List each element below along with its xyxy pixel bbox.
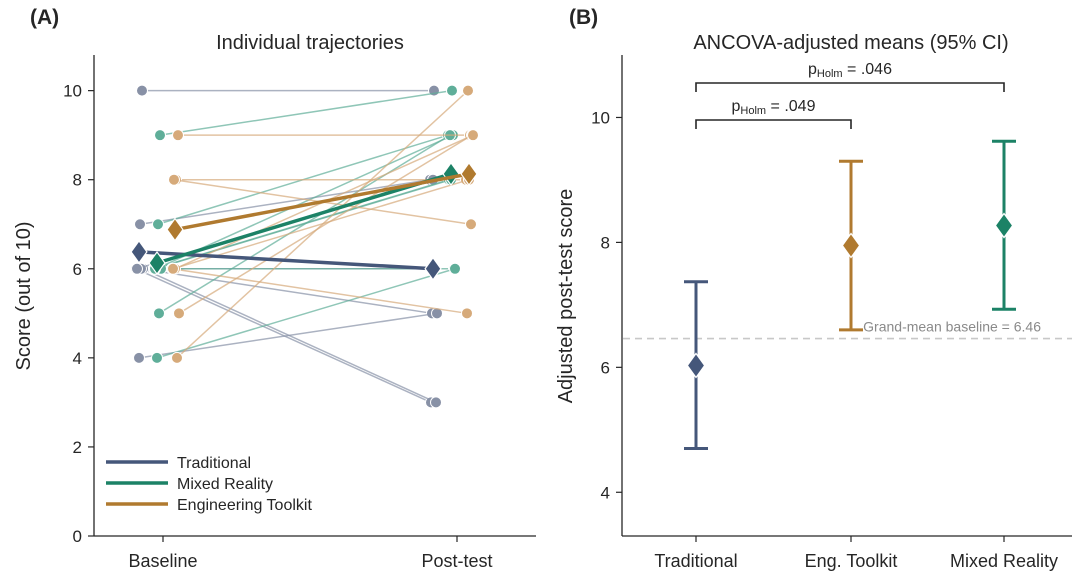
adjusted-mean-marker	[994, 212, 1014, 239]
individual-posttest-point	[467, 129, 479, 142]
individual-posttest-point	[449, 262, 461, 275]
individual-posttest-point	[431, 307, 443, 320]
group-mean-baseline-marker	[148, 250, 166, 276]
individual-trajectory-line	[139, 178, 431, 225]
panel-b-y-tick-label: 10	[591, 108, 610, 127]
legend-label: Mixed Reality	[177, 476, 273, 493]
panel-a-x-tick-label: Post-test	[421, 551, 492, 571]
panel-a-y-tick-label: 6	[73, 260, 82, 279]
panel-a-y-tick-label: 10	[63, 82, 82, 101]
significance-bracket	[695, 119, 852, 129]
individual-baseline-point	[172, 129, 184, 142]
panel-b-x-tick-label: Mixed Reality	[950, 551, 1058, 571]
panel-a-plot: 0 2 4 6 8 10 Baseline Post-test Traditional Mixed…	[63, 55, 536, 571]
individual-baseline-point	[167, 262, 179, 275]
panel-a-y-tick-label: 8	[73, 171, 82, 190]
panel-a-y-tick-label: 4	[73, 349, 82, 368]
individual-trajectory-line	[178, 134, 473, 314]
significance-label: pHolm = .049	[732, 98, 816, 117]
individual-posttest-point	[465, 218, 477, 231]
panel-b-x-tick-label: Eng. Toolkit	[805, 551, 898, 571]
individual-posttest-point	[462, 84, 474, 97]
reference-line-label: Grand-mean baseline = 6.46	[863, 319, 1041, 335]
individual-baseline-point	[171, 351, 183, 364]
individual-baseline-point	[168, 173, 180, 186]
individual-trajectory-line	[172, 178, 470, 270]
individual-trajectory-line	[138, 312, 438, 359]
individual-baseline-point	[133, 351, 145, 364]
panel-a-ylabel: Score (out of 10)	[13, 222, 35, 371]
individual-baseline-point	[173, 307, 185, 320]
panel-b-y-tick-label: 4	[601, 483, 610, 502]
group-mean-line	[156, 172, 452, 265]
significance-bracket	[695, 82, 1005, 92]
panel-a-y-tick-label: 2	[73, 438, 82, 457]
legend-label: Engineering Toolkit	[177, 497, 312, 514]
panel-b-y-tick-label: 8	[601, 233, 610, 252]
panel-a-y-tick-label: 0	[73, 527, 82, 546]
panel-b-title: ANCOVA-adjusted means (95% CI)	[693, 32, 1008, 54]
adjusted-mean-marker	[841, 232, 861, 259]
individual-baseline-point	[131, 262, 143, 275]
panel-a-title: Individual trajectories	[216, 32, 404, 54]
individual-baseline-point	[134, 218, 146, 231]
panel-a-x-tick-label: Baseline	[128, 551, 197, 571]
individual-trajectory-line	[159, 89, 453, 136]
group-mean-posttest-marker	[460, 161, 478, 186]
individual-baseline-point	[154, 129, 166, 142]
individual-baseline-point	[153, 307, 165, 320]
group-mean-line	[174, 172, 470, 232]
individual-trajectory-line	[140, 268, 433, 315]
group-mean-posttest-marker	[424, 256, 442, 281]
group-mean-baseline-marker	[166, 217, 184, 242]
individual-trajectory-line	[156, 268, 456, 359]
panel-b-ylabel: Adjusted post-test score	[555, 189, 577, 404]
individual-posttest-point	[446, 84, 458, 97]
significance-label: pHolm = .046	[808, 61, 892, 80]
individual-baseline-point	[151, 351, 163, 364]
panel-b-plot: 4 6 8 10 Traditional Eng. Toolkit Mixed Realit…	[591, 55, 1072, 571]
individual-posttest-point	[461, 307, 473, 320]
legend-label: Traditional	[177, 455, 251, 472]
individual-posttest-point	[430, 396, 442, 409]
panel-a-label: (A)	[30, 6, 59, 29]
individual-trajectory-line	[171, 268, 468, 315]
individual-baseline-point	[136, 84, 148, 97]
panel-b-y-tick-label: 6	[601, 358, 610, 377]
panel-b-x-tick-label: Traditional	[654, 551, 737, 571]
adjusted-mean-marker	[686, 352, 706, 379]
individual-baseline-point	[152, 218, 164, 231]
panel-b-label: (B)	[569, 6, 598, 29]
group-mean-baseline-marker	[130, 239, 148, 264]
group-mean-posttest-marker	[442, 161, 460, 186]
